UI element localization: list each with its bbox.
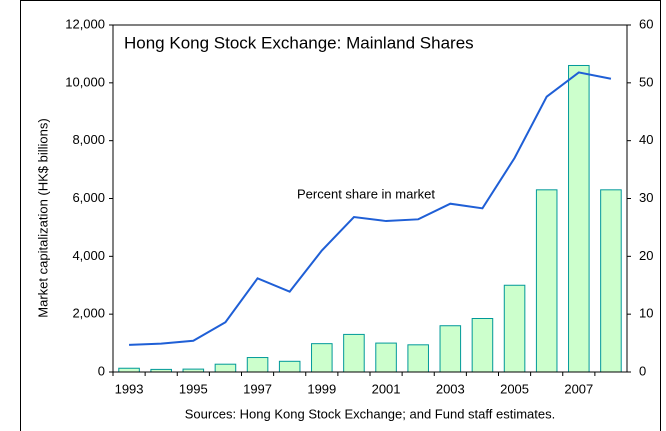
y2-tick-label: 10 [639,306,653,321]
bar [407,344,429,373]
bar [375,342,397,373]
y-tick-label: 10,000 [65,74,105,89]
x-tick-label: 2007 [564,381,593,396]
y2-tick-label: 40 [639,132,653,147]
x-tick-label: 2001 [372,381,401,396]
x-tick-label: 1995 [179,381,208,396]
y-tick-label: 4,000 [72,248,105,263]
x-tick-label: 2005 [500,381,529,396]
y-tick-label: 6,000 [72,190,105,205]
x-tick-label: 2003 [436,381,465,396]
plot-frame [112,24,628,373]
chart-title: Hong Kong Stock Exchange: Mainland Share… [124,33,474,52]
bar [343,333,365,373]
y2-tick-label: 20 [639,248,653,263]
bar [535,189,558,373]
bar [246,357,269,373]
bar [439,325,462,373]
bar [600,189,622,373]
bar [278,360,301,373]
y-axis-label: Market capitalization (HK$ billions) [35,118,50,317]
bar [118,367,140,373]
x-tick-label: 1997 [243,381,272,396]
bar [503,284,526,373]
x-tick-label: 1999 [307,381,336,396]
y2-tick-label: 30 [639,190,653,205]
frame [20,0,661,431]
bar [568,64,590,373]
y2-tick-label: 0 [639,363,646,378]
source-note: Sources: Hong Kong Stock Exchange; and F… [185,406,555,421]
y-tick-label: 8,000 [72,132,105,147]
bar [311,343,333,373]
y-tick-label: 0 [98,363,105,378]
line-label: Percent share in market [297,186,435,201]
line [129,71,612,346]
y-tick-label: 12,000 [65,16,105,31]
bar [471,318,494,373]
bar [214,363,237,373]
y2-tick-label: 60 [639,16,653,31]
y2-tick-label: 50 [639,74,653,89]
y-tick-label: 2,000 [72,306,105,321]
x-tick-label: 1993 [115,381,144,396]
